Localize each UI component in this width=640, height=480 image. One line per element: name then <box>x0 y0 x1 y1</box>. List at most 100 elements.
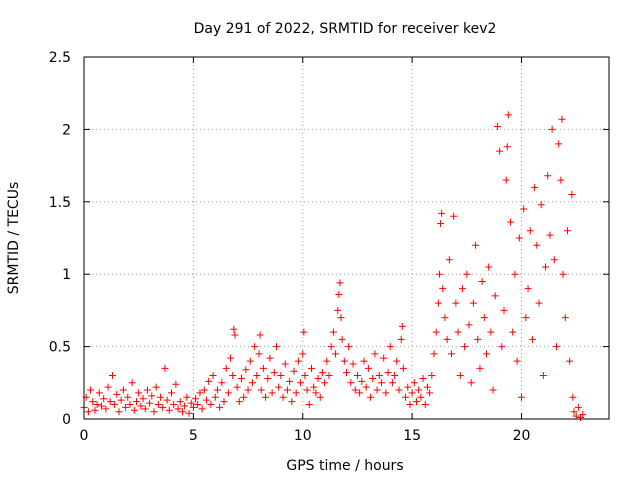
data-point <box>255 350 263 358</box>
data-point <box>531 183 539 191</box>
data-point <box>323 357 331 365</box>
data-point <box>469 299 477 307</box>
data-point <box>502 176 510 184</box>
data-point <box>122 403 130 411</box>
data-point <box>546 231 554 239</box>
data-point <box>438 209 446 217</box>
data-point <box>176 398 184 406</box>
data-point <box>337 314 345 322</box>
data-point <box>137 402 145 410</box>
x-axis-label: GPS time / hours <box>286 458 403 474</box>
data-point <box>108 372 116 380</box>
data-point <box>253 372 261 380</box>
data-point <box>262 393 270 401</box>
data-point <box>511 270 519 278</box>
data-point <box>347 379 355 387</box>
data-point <box>476 364 484 372</box>
data-point <box>356 389 364 397</box>
data-point <box>417 393 425 401</box>
data-point <box>430 350 438 358</box>
data-point <box>402 393 410 401</box>
data-point <box>185 409 193 417</box>
data-point <box>367 393 375 401</box>
data-point <box>509 328 517 336</box>
data-point <box>415 386 423 394</box>
data-point <box>196 389 204 397</box>
data-point <box>533 241 541 249</box>
data-point <box>95 389 103 397</box>
x-axis: 0 5 10 15 20 <box>80 57 530 444</box>
data-point <box>314 374 322 382</box>
data-point <box>100 395 108 403</box>
data-point <box>172 380 180 388</box>
data-point <box>439 285 447 293</box>
data-point <box>84 408 92 416</box>
data-point <box>413 398 420 406</box>
data-point <box>194 401 202 409</box>
data-point <box>240 393 248 401</box>
data-point <box>264 374 272 382</box>
data-point <box>448 350 455 358</box>
data-point <box>238 374 245 382</box>
data-point <box>335 290 343 298</box>
y-tick-label: 0 <box>62 412 71 428</box>
data-point <box>406 401 414 409</box>
data-point <box>115 408 123 416</box>
data-point <box>106 398 114 406</box>
data-point <box>535 299 543 307</box>
data-point <box>345 343 353 351</box>
data-point <box>398 322 406 330</box>
data-point <box>520 205 528 213</box>
data-point <box>445 256 453 264</box>
data-point <box>526 227 534 235</box>
data-point <box>159 403 167 411</box>
data-point <box>485 263 493 271</box>
data-point <box>553 343 560 351</box>
data-point <box>229 372 237 380</box>
data-point <box>437 220 445 228</box>
data-point <box>266 354 274 362</box>
data-point <box>563 227 571 235</box>
data-point <box>154 401 162 409</box>
data-point <box>91 406 99 414</box>
data-point <box>294 357 302 365</box>
y-tick-label: 1.5 <box>49 195 71 211</box>
data-point <box>87 386 95 394</box>
data-point <box>168 389 175 397</box>
data-point <box>537 201 545 209</box>
data-point <box>557 176 565 184</box>
data-point <box>548 125 556 133</box>
data-point <box>434 299 442 307</box>
data-point <box>518 393 525 401</box>
data-point <box>399 364 407 372</box>
data-point <box>251 343 259 351</box>
data-point <box>474 335 482 343</box>
data-point <box>450 212 458 220</box>
y-tick-label: 2.5 <box>49 50 71 66</box>
data-point <box>135 389 143 397</box>
data-point <box>569 393 577 401</box>
data-point <box>200 386 208 394</box>
data-point <box>222 364 230 372</box>
data-point <box>570 408 578 416</box>
data-point <box>128 379 136 387</box>
data-point <box>423 383 431 391</box>
data-point <box>465 321 473 329</box>
data-point <box>528 335 536 343</box>
data-point <box>452 299 460 307</box>
data-point <box>89 398 97 406</box>
data-point <box>288 398 296 406</box>
data-point <box>312 389 320 397</box>
data-point <box>483 350 490 358</box>
data-point <box>408 389 416 397</box>
data-point <box>393 357 401 365</box>
data-point <box>113 390 121 398</box>
data-point <box>329 328 337 336</box>
data-point <box>572 412 580 420</box>
data-point <box>259 364 267 372</box>
y-tick-label: 2 <box>62 122 71 138</box>
data-point <box>513 357 521 365</box>
data-point <box>310 383 318 391</box>
x-tick-label: 15 <box>403 428 421 444</box>
